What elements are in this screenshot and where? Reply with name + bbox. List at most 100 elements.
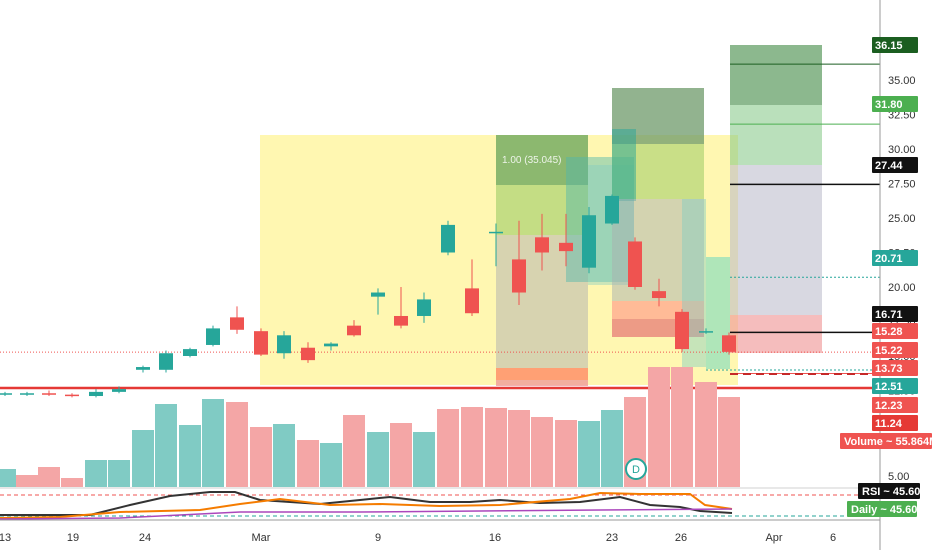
candle[interactable]	[112, 386, 126, 394]
price-tick-label: 20.00	[888, 282, 916, 294]
candle[interactable]	[535, 213, 549, 271]
volume-bar	[155, 404, 177, 487]
x-tick-label: 6	[830, 532, 836, 544]
candle[interactable]	[230, 306, 244, 334]
x-tick-label: Mar	[252, 532, 271, 544]
candle[interactable]	[65, 393, 79, 398]
target-zone-3-light	[730, 105, 822, 165]
price-badge-label: 12.23	[875, 400, 903, 412]
price-badge-label: 31.80	[875, 99, 903, 111]
daily-badge: Daily ~ 45.60	[847, 501, 917, 517]
volume-bar	[413, 432, 435, 487]
price-badge-label: 11.24	[875, 418, 903, 430]
volume-bar	[179, 425, 201, 487]
x-tick-label: 9	[375, 532, 381, 544]
stop-zone-1b	[496, 380, 588, 386]
price-badge-label: 13.73	[875, 363, 903, 375]
volume-bar	[461, 407, 483, 487]
volume-bar	[485, 408, 507, 487]
volume-bar	[508, 410, 530, 487]
candle[interactable]	[489, 223, 503, 267]
price-badge-label: 15.22	[875, 345, 903, 357]
price-badge-label: 16.71	[875, 309, 903, 321]
candle[interactable]	[441, 220, 455, 256]
candle[interactable]	[394, 287, 408, 329]
volume-bar	[108, 460, 130, 487]
price-tick-label: 27.50	[888, 179, 916, 191]
x-tick-label: 24	[139, 532, 151, 544]
candle[interactable]	[301, 342, 315, 363]
candle[interactable]	[582, 206, 596, 274]
volume-bar	[250, 427, 272, 487]
volume-badge-text: Volume ~ 55.864M	[844, 436, 932, 448]
candle[interactable]	[722, 332, 736, 355]
candle[interactable]	[559, 213, 573, 267]
price-badge: 11.24	[872, 415, 918, 431]
x-tick-label: 13	[0, 532, 11, 544]
volume-bar	[555, 420, 577, 487]
candle[interactable]	[20, 391, 34, 397]
candle[interactable]	[277, 331, 291, 359]
candle[interactable]	[628, 237, 642, 290]
x-tick-label: 23	[606, 532, 618, 544]
price-tick-label: 35.00	[888, 75, 916, 87]
range-zone-2	[612, 199, 704, 301]
candle[interactable]	[206, 325, 220, 347]
volume-bar	[718, 397, 740, 487]
candle[interactable]	[0, 391, 12, 397]
candle[interactable]	[605, 194, 619, 225]
volume-bar	[671, 367, 693, 487]
volume-bar	[343, 415, 365, 487]
volume-badge: Volume ~ 55.864M	[840, 433, 932, 449]
candle[interactable]	[324, 342, 338, 351]
candle[interactable]	[89, 389, 103, 398]
price-badge-label: 15.28	[875, 326, 903, 338]
candle[interactable]	[183, 347, 197, 358]
candle[interactable]	[417, 292, 431, 323]
volume-bar	[390, 423, 412, 487]
target-zone-3[interactable]	[730, 45, 822, 105]
range-zone-3	[730, 165, 822, 315]
candle[interactable]	[465, 259, 479, 316]
channel-zone-3	[612, 129, 636, 201]
volume-bar	[0, 469, 16, 487]
candle[interactable]	[136, 365, 150, 373]
volume-bar	[648, 367, 670, 487]
candle[interactable]	[652, 278, 666, 307]
candle[interactable]	[42, 390, 56, 397]
candle[interactable]	[675, 309, 689, 352]
candle[interactable]	[699, 328, 713, 334]
target-zone-1[interactable]	[496, 135, 588, 185]
stop-zone-3	[730, 315, 822, 353]
volume-bar	[578, 421, 600, 487]
volume-bar	[437, 409, 459, 487]
price-badge: 15.22	[872, 342, 918, 358]
x-tick-label: 16	[489, 532, 501, 544]
x-tick-label: Apr	[765, 532, 782, 544]
price-tick-label: 30.00	[888, 144, 916, 156]
daily-badge-text: Daily ~ 45.60	[851, 504, 917, 516]
candle[interactable]	[254, 328, 268, 356]
volume-bar	[61, 478, 83, 487]
volume-bar	[297, 440, 319, 487]
price-tick-label: 25.00	[888, 213, 916, 225]
price-badge-label: 12.51	[875, 381, 903, 393]
fib-label: 1.00 (35.045)	[502, 155, 562, 166]
price-badge-label: 20.71	[875, 253, 903, 265]
price-badge: 13.73	[872, 360, 918, 376]
candle[interactable]	[512, 220, 526, 305]
price-badge: 12.23	[872, 397, 918, 413]
volume-bar	[273, 424, 295, 487]
price-badge: 15.28	[872, 323, 918, 339]
price-tick-label: 32.50	[888, 110, 916, 122]
volume-bar	[132, 430, 154, 487]
dividend-marker[interactable]: D	[625, 458, 647, 480]
volume-bar	[531, 417, 553, 487]
candle[interactable]	[347, 320, 361, 337]
stop-zone-1	[496, 368, 588, 380]
candle[interactable]	[159, 350, 173, 373]
candle[interactable]	[371, 288, 385, 315]
volume-bar	[16, 475, 38, 487]
volume-bar	[38, 467, 60, 487]
